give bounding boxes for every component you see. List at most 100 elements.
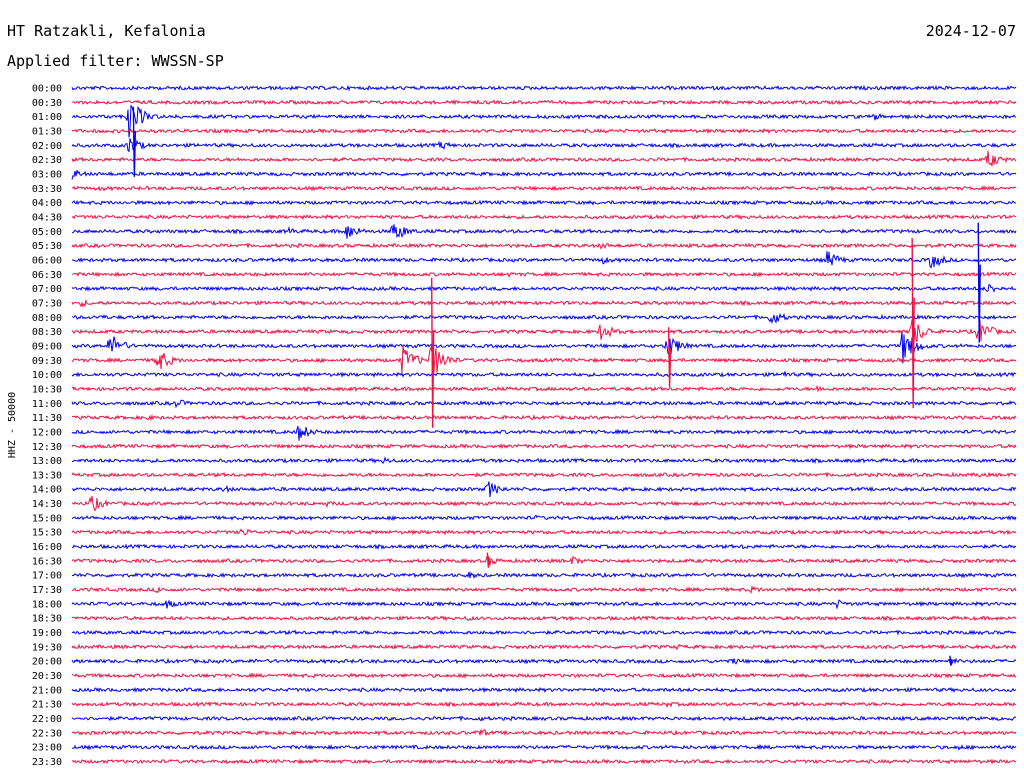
- trace-line-1530: [71, 528, 1017, 536]
- tick-label: 04:00: [32, 198, 62, 209]
- trace-line-2200: [71, 715, 1017, 722]
- trace-line-1000: [71, 371, 1017, 378]
- trace-line-1300: [71, 456, 1017, 465]
- tick-label: 19:30: [32, 642, 62, 653]
- tick-label: 17:00: [32, 571, 62, 582]
- spike-mark: [430, 277, 435, 428]
- tick-label: 08:30: [32, 327, 62, 338]
- filter-label: Applied filter: WWSSN-SP: [7, 52, 224, 70]
- tick-label: 21:30: [32, 700, 62, 711]
- trace-line-0930: [71, 345, 1017, 379]
- tick-label: 01:00: [32, 112, 62, 123]
- tick-label: 18:30: [32, 614, 62, 625]
- tick-label: 05:00: [32, 227, 62, 238]
- trace-line-1400: [71, 481, 1017, 498]
- trace-line-1200: [71, 425, 1017, 441]
- tick-label: 04:30: [32, 213, 62, 224]
- tick-label: 20:00: [32, 657, 62, 668]
- tick-label: 13:30: [32, 470, 62, 481]
- trace-line-0300: [71, 170, 1017, 180]
- tick-label: 20:30: [32, 671, 62, 682]
- trace-line-0600: [71, 251, 1017, 269]
- tick-label: 10:00: [32, 370, 62, 381]
- tick-label: 06:00: [32, 256, 62, 267]
- trace-line-0000: [71, 84, 1017, 92]
- trace-line-0630: [71, 270, 1017, 278]
- trace-line-2100: [71, 686, 1017, 694]
- trace-line-0530: [71, 242, 1017, 250]
- trace-line-0030: [71, 98, 1017, 106]
- tick-label: 00:00: [32, 84, 62, 95]
- trace-line-1600: [71, 543, 1017, 550]
- tick-label: 09:30: [32, 356, 62, 367]
- trace-line-1630: [71, 554, 1017, 566]
- trace-line-0700: [71, 284, 1017, 293]
- trace-line-0400: [71, 199, 1017, 206]
- trace-line-2000: [71, 657, 1017, 666]
- tick-label: 00:30: [32, 98, 62, 109]
- tick-label: 08:00: [32, 313, 62, 324]
- trace-line-1830: [71, 615, 1017, 622]
- trace-line-1330: [71, 471, 1017, 479]
- trace-line-2230: [71, 728, 1017, 737]
- tick-label: 22:30: [32, 728, 62, 739]
- trace-line-1130: [71, 413, 1017, 422]
- tick-label: 12:30: [32, 442, 62, 453]
- tick-label: 11:00: [32, 399, 62, 410]
- trace-line-0730: [71, 298, 1017, 308]
- trace-line-1230: [71, 442, 1017, 450]
- tick-label: 16:00: [32, 542, 62, 553]
- trace-line-0430: [71, 213, 1017, 221]
- tick-label: 02:00: [32, 141, 62, 152]
- y-axis-label: HHZ - 50000: [7, 392, 18, 458]
- trace-line-0800: [71, 312, 1017, 325]
- tick-label: 16:30: [32, 556, 62, 567]
- tick-label: 14:30: [32, 499, 62, 510]
- trace-line-2030: [71, 672, 1017, 679]
- tick-label: 14:00: [32, 485, 62, 496]
- tick-label: 19:00: [32, 628, 62, 639]
- tick-label: 13:00: [32, 456, 62, 467]
- tick-label: 01:30: [32, 127, 62, 138]
- trace-line-0500: [71, 224, 1017, 239]
- trace-line-1930: [71, 643, 1017, 651]
- trace-line-0900: [71, 331, 1017, 364]
- trace-line-1800: [71, 599, 1017, 610]
- tick-label: 15:00: [32, 513, 62, 524]
- trace-line-0830: [71, 319, 1017, 344]
- station-title: HT Ratzakli, Kefalonia: [7, 22, 206, 40]
- trace-line-1500: [71, 514, 1017, 522]
- trace-line-2300: [71, 743, 1017, 751]
- spike-mark: [949, 655, 953, 666]
- spike-mark: [486, 552, 491, 568]
- tick-label: 06:30: [32, 270, 62, 281]
- trace-line-1700: [71, 571, 1017, 580]
- tick-label: 15:30: [32, 528, 62, 539]
- tick-label: 18:00: [32, 599, 62, 610]
- tick-label: 05:30: [32, 241, 62, 252]
- trace-line-2330: [71, 758, 1017, 765]
- tick-label: 02:30: [32, 155, 62, 166]
- trace-line-1430: [71, 495, 1017, 512]
- trace-line-1030: [71, 384, 1017, 393]
- spike-mark: [667, 327, 672, 388]
- trace-line-0230: [71, 150, 1017, 167]
- tick-label: 03:00: [32, 170, 62, 181]
- tick-label: 23:30: [32, 757, 62, 768]
- tick-label: 09:00: [32, 341, 62, 352]
- tick-label: 12:00: [32, 427, 62, 438]
- tick-label: 17:30: [32, 585, 62, 596]
- trace-line-1100: [71, 399, 1017, 409]
- spike-mark: [977, 222, 981, 343]
- tick-label: 22:00: [32, 714, 62, 725]
- tick-label: 10:30: [32, 384, 62, 395]
- spike-mark: [911, 238, 915, 409]
- chart-date: 2024-12-07: [926, 22, 1016, 40]
- trace-line-0200: [71, 138, 1017, 153]
- tick-label: 03:30: [32, 184, 62, 195]
- tick-label: 07:30: [32, 298, 62, 309]
- trace-line-2130: [71, 701, 1017, 709]
- tick-label-group: 00:00 00:30 01:00 01:30 02:00 02:30 03:00 03:30…: [32, 84, 62, 769]
- trace-line-0330: [71, 184, 1017, 192]
- spike-mark: [132, 106, 137, 177]
